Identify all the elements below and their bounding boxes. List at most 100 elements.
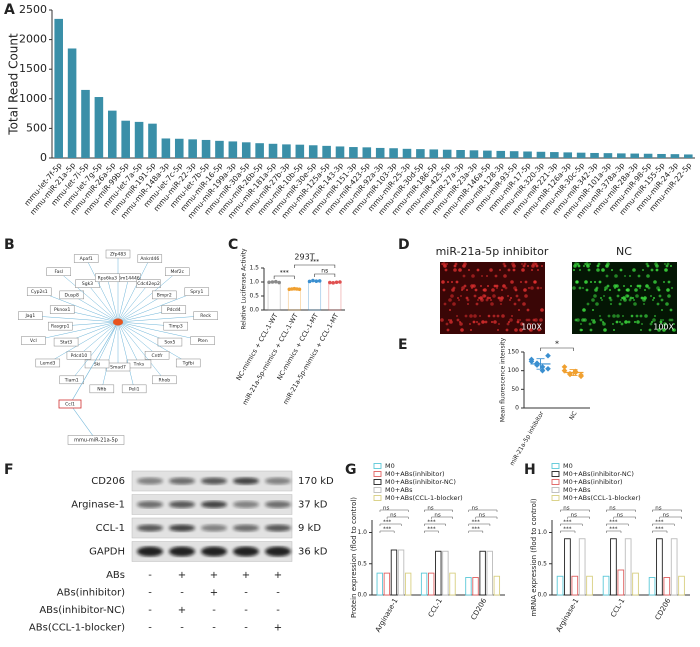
cell	[591, 319, 593, 321]
cell	[625, 288, 629, 292]
cell	[456, 315, 458, 317]
cell	[588, 322, 592, 326]
bar	[603, 153, 613, 158]
cell	[469, 323, 471, 325]
network-node-label: Peli1	[129, 386, 140, 392]
y-axis-label: Mean fluorescence intensity	[500, 337, 507, 422]
protein-label: CCL-1	[96, 523, 125, 534]
cell	[604, 286, 608, 290]
cell	[486, 275, 488, 277]
significance-bracket	[379, 523, 402, 526]
legend-swatch	[373, 495, 382, 501]
cell	[505, 328, 509, 332]
cell	[538, 323, 540, 325]
legend-label: M0+ABs(CCL-1-blocker)	[385, 494, 463, 502]
data-point	[328, 280, 332, 285]
cell	[615, 320, 619, 324]
panel-letter: E	[398, 337, 408, 353]
cell	[448, 298, 452, 302]
bar	[610, 538, 617, 596]
cell	[573, 269, 575, 271]
bar	[67, 48, 77, 159]
cell	[498, 323, 500, 325]
cell	[622, 296, 626, 300]
cell	[673, 323, 675, 325]
network-node	[144, 351, 170, 360]
cell	[533, 280, 537, 284]
cell	[529, 328, 533, 332]
y-tick-label: 0.0	[357, 592, 367, 599]
bar	[255, 143, 264, 158]
cell	[516, 320, 520, 324]
cell	[593, 294, 597, 298]
network-node	[152, 375, 177, 385]
blot-band	[137, 524, 163, 532]
cell	[493, 320, 497, 324]
significance-label: ***	[427, 520, 436, 526]
network-node-label: Pdcd4	[167, 307, 181, 313]
network-node	[53, 337, 79, 347]
cell	[644, 289, 646, 291]
y-tick-label: 0	[40, 151, 47, 164]
significance-bracket	[613, 516, 636, 519]
bar	[402, 148, 412, 158]
y-tick-label: 100	[508, 367, 520, 374]
blot-band	[201, 524, 227, 532]
data-point	[314, 279, 319, 283]
cell	[656, 302, 660, 306]
cell	[638, 284, 642, 288]
cell	[477, 322, 481, 326]
cell	[594, 281, 596, 283]
cell	[585, 288, 589, 292]
y-axis-label: Relative Luciferase Activity	[241, 248, 248, 330]
bar	[375, 147, 385, 158]
cell	[642, 269, 644, 271]
cell	[508, 321, 510, 323]
cell	[600, 297, 602, 299]
cell	[616, 294, 620, 298]
cell	[463, 284, 467, 288]
cell	[632, 268, 636, 272]
magnification-label: 100X	[653, 323, 674, 332]
cell	[670, 265, 672, 267]
bar	[483, 150, 492, 158]
cell	[636, 320, 640, 324]
bar	[268, 143, 278, 158]
network-node	[137, 254, 163, 263]
significance-label: ***	[563, 520, 572, 526]
significance-label: *	[555, 340, 559, 349]
cell	[602, 322, 606, 326]
cell	[628, 298, 632, 302]
chart-title: 293T	[294, 253, 314, 262]
cell	[509, 299, 511, 301]
cell	[667, 294, 671, 298]
cell	[540, 287, 542, 289]
network-node-label: Gm14446	[118, 275, 140, 281]
cell	[645, 262, 649, 266]
error-bar	[536, 358, 545, 370]
cell	[520, 281, 522, 283]
cell	[613, 284, 617, 288]
y-tick-label: 0.0	[537, 592, 547, 599]
cell	[599, 315, 601, 317]
cell	[645, 284, 649, 288]
cell	[470, 329, 472, 331]
network-node	[49, 305, 75, 314]
network-node	[26, 287, 52, 296]
blot-band	[137, 546, 163, 557]
cell	[494, 274, 498, 278]
data-point	[274, 279, 278, 284]
x-tick-label: Arginase-1	[374, 597, 400, 634]
network-node	[59, 290, 84, 300]
cell	[579, 269, 581, 271]
bar	[576, 152, 586, 158]
y-tick-label: 1.0	[249, 279, 259, 286]
bar	[578, 538, 586, 596]
cell	[458, 268, 462, 272]
cell	[528, 287, 530, 289]
cell	[620, 299, 622, 301]
bar	[429, 149, 439, 158]
x-tick-label: CCL-1	[609, 597, 626, 619]
network-edge	[117, 283, 149, 323]
